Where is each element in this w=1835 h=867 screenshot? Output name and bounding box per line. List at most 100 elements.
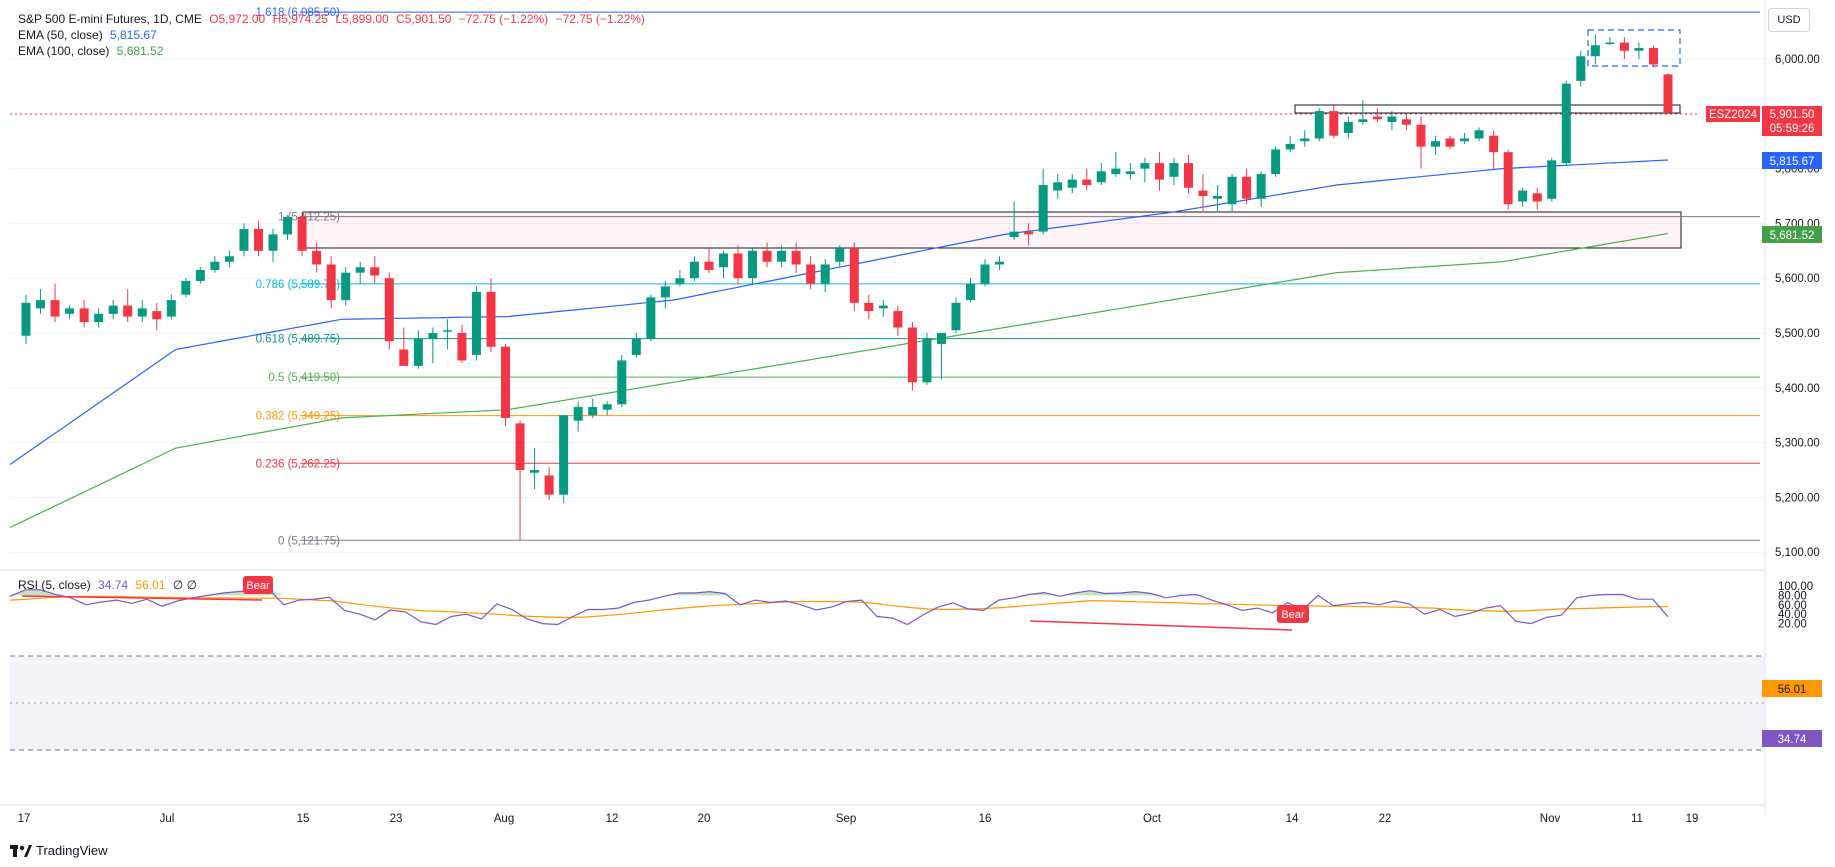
candle-body [1401,119,1411,125]
candle-body [166,300,176,317]
tradingview-logo[interactable]: TradingView [10,843,108,858]
candle-body [675,278,685,284]
candle-body [1619,42,1629,51]
candle-body [1372,116,1382,120]
candle-body [1067,179,1077,188]
time-tick-label: Sep [836,813,856,825]
time-tick-label: Nov [1540,813,1561,825]
rsi-ma-line [9,595,1668,619]
candle-body [631,338,641,355]
candle-body [1590,45,1600,57]
candle-body [1474,130,1484,139]
candle-body [1576,56,1586,81]
time-tick-label: 15 [297,813,310,825]
candle-body [65,308,75,314]
fib-label: 0.618 (5,489.75) [256,334,341,346]
candle-body [486,291,496,347]
candle-body [777,250,787,262]
bear-divergence-line-1 [21,595,263,601]
candle-body [646,297,656,339]
fib-label: 0.236 (5,262.25) [256,458,341,470]
time-tick-label: Jul [160,813,175,825]
candle-body [1285,143,1295,150]
price-tick-label: 6,000.00 [1775,54,1820,66]
ema50-value: 5,815.67 [110,28,157,42]
time-tick-label: 12 [606,813,619,825]
currency-button[interactable]: USD [1768,8,1810,32]
candle-body [1096,171,1106,183]
ema50-tag: 5,815.67 [1770,156,1815,168]
candle-body [297,216,307,251]
candle-body [689,261,699,279]
breakout-box [1294,104,1681,114]
price-tick-label: 5,600.00 [1775,273,1820,285]
candle-body [820,264,830,284]
fib-label: 1 (5,712.25) [278,212,340,224]
time-tick-label: 11 [1631,813,1643,825]
candle-body [1503,152,1513,205]
time-tick-label: 14 [1286,813,1299,825]
candle-body [123,305,133,317]
rsi-oversold-fill [420,623,923,625]
candle-body [210,261,220,270]
candle-body [1271,149,1281,175]
time-tick-label: 20 [698,813,711,825]
ema50-label: EMA (50, close) [18,28,103,42]
candle-body [1140,163,1150,169]
candle-body [530,470,540,473]
candle-body [471,291,481,355]
candle-body [108,305,118,314]
candle-body [1183,163,1193,188]
candle-body [253,228,264,251]
ema50-legend[interactable]: EMA (50, close) 5,815.67 [18,27,161,43]
ema100-legend[interactable]: EMA (100, close) 5,681.52 [18,43,167,59]
candle-body [660,286,670,298]
ohlc-close: C5,901.50 [396,12,452,26]
symbol-title: S&P 500 E-mini Futures, 1D, CME [18,12,202,26]
candle-body [1489,135,1499,153]
last-price-tag: 5,901.50 [1770,109,1815,121]
candle-body [1082,179,1092,186]
rsi-pane: Bear Bear [9,576,1765,751]
candle-body [1532,193,1542,202]
candle-body [181,280,191,295]
candle-body [849,248,859,303]
rsi-tick-label: 20.00 [1778,619,1807,631]
candle-body [951,302,961,331]
candle-body [1430,141,1441,147]
candle-body [1111,168,1121,175]
rsi-tick-label: 80.00 [1778,590,1807,602]
candle-body [370,267,380,276]
ema100-label: EMA (100, close) [18,44,110,58]
candle-body [515,423,525,470]
candle-body [748,250,758,279]
rsi-line [9,588,1669,626]
ohlc-high: H5,974.25 [272,12,328,26]
fib-label: 0.786 (5,589.75) [256,279,341,291]
bear-label-2-text: Bear [1281,609,1305,621]
candle-body [1663,74,1673,113]
time-axis[interactable]: 17 Jul 15 23 Aug 12 20 Sep 16 Oct 14 22 Nov 11 19 [18,813,1699,825]
fib-label: 1.618 (6,085.50) [256,7,341,19]
rsi-label: RSI (5, close) [18,578,91,592]
moving-averages [9,159,1669,529]
candle-body [283,216,293,235]
candle-body [1561,83,1571,164]
bear-divergence-line-2 [1029,620,1293,631]
candle-body [239,228,249,251]
candle-body [1198,190,1208,196]
candle-body [922,338,932,383]
ema100-value: 5,681.52 [116,44,164,58]
candle-body [1300,138,1310,142]
candle-body [413,338,423,366]
candle-body [936,333,946,344]
candle-body [1154,163,1164,180]
candle-body [312,250,322,265]
rsi-legend[interactable]: RSI (5, close) 34.74 56.01 ∅ ∅ [18,577,201,593]
candle-body [893,311,903,328]
candle-body [152,311,162,320]
time-tick-label: 17 [18,813,31,825]
ohlc-change-2: −72.75 (−1.22%) [555,12,645,26]
